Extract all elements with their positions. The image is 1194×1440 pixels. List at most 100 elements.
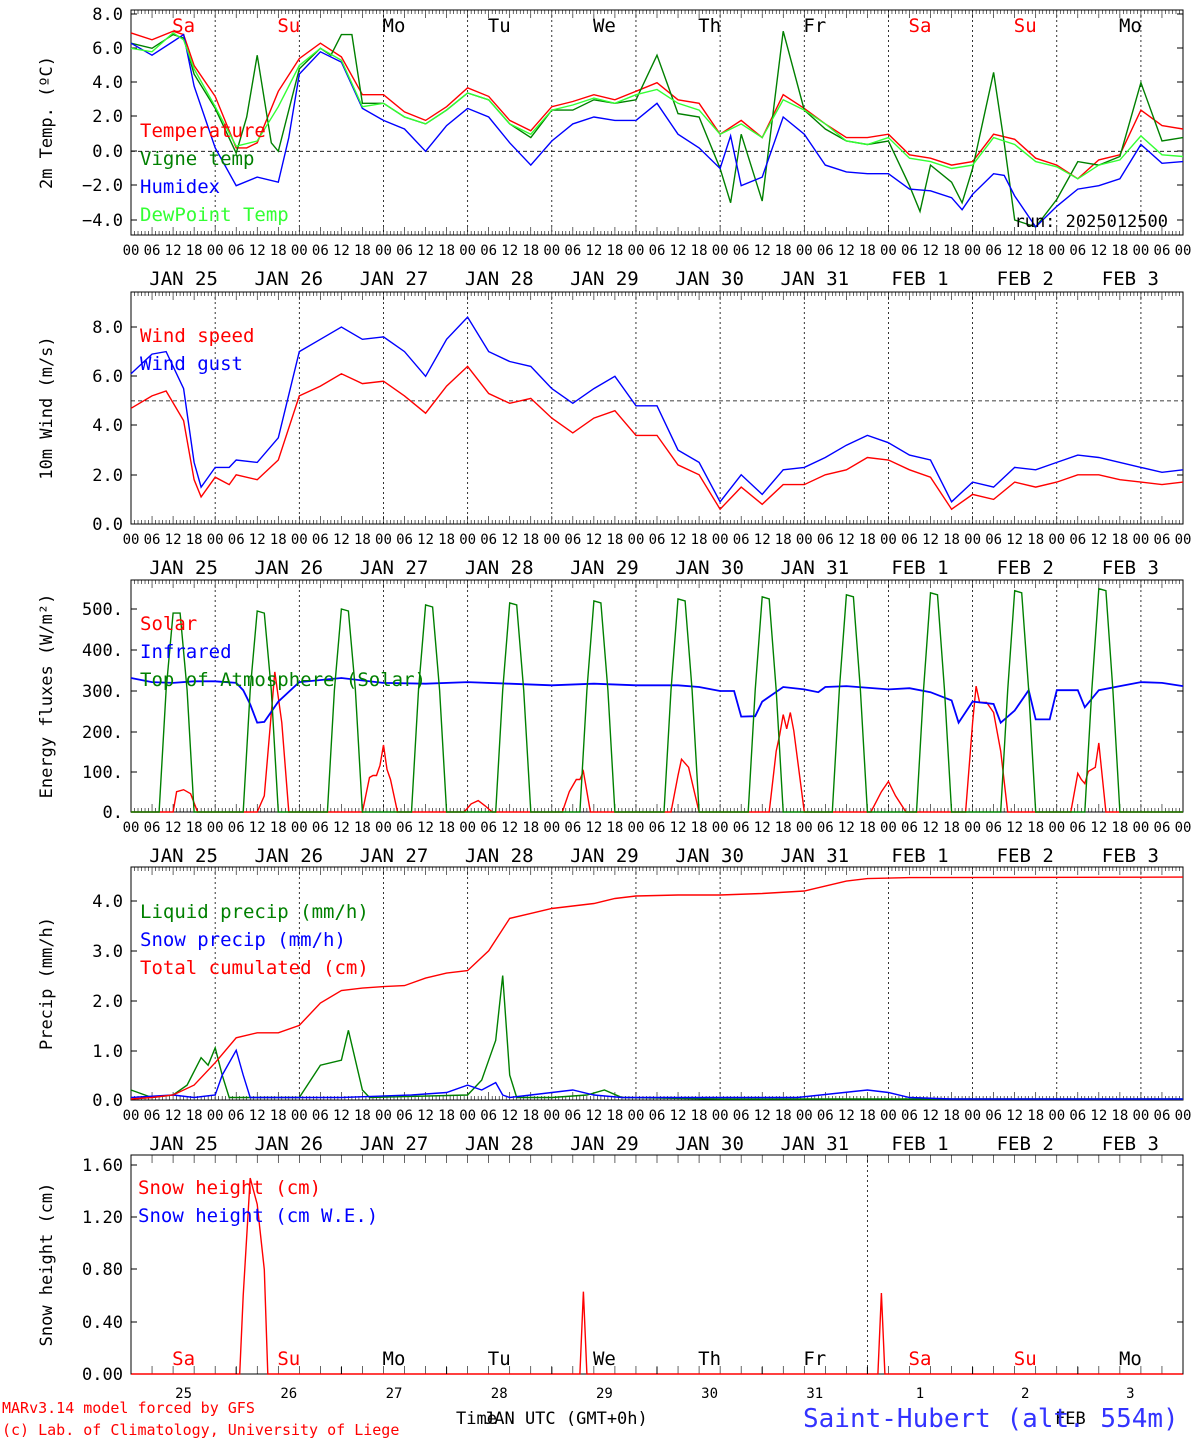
x-hour-label: 06: [564, 820, 581, 836]
x-hour-label: 18: [691, 532, 708, 548]
legend-entry: Wind gust: [140, 353, 243, 375]
x-date-label: JAN 29: [570, 268, 639, 290]
x-hour-label: 00: [1132, 243, 1149, 259]
x-hour-label: 18: [1027, 532, 1044, 548]
x-hour-label: 12: [754, 1108, 771, 1124]
plot-frame: [130, 9, 1184, 236]
x-hour-label: 00: [628, 243, 645, 259]
y-tick-label: −2.0: [82, 176, 123, 196]
x-hour-label: 00: [880, 243, 897, 259]
x-date-label: JAN 25: [149, 268, 218, 290]
x-hour-label: 12: [838, 1108, 855, 1124]
x-hour-label: 06: [649, 820, 666, 836]
x-hour-label: 00: [459, 1108, 476, 1124]
x-hour-label: 18: [943, 532, 960, 548]
x-hour-label: 00: [207, 532, 224, 548]
x-hour-label: 06: [1069, 532, 1086, 548]
x-hour-label: 00: [1048, 532, 1065, 548]
x-hour-label: 12: [1006, 1108, 1023, 1124]
series-line: [131, 671, 1183, 813]
x-date-label: JAN 25: [149, 845, 218, 867]
x-hour-label: 18: [270, 820, 287, 836]
x-hour-label: 12: [754, 532, 771, 548]
x-hour-label: 00: [1175, 1108, 1192, 1124]
x-hour-label: 00: [543, 820, 560, 836]
x-hour-label: 18: [270, 1108, 287, 1124]
x-hour-label: 06: [396, 532, 413, 548]
x-hour-label: 18: [1111, 1108, 1128, 1124]
x-hour-label: 06: [985, 532, 1002, 548]
y-tick-label: 8.0: [92, 318, 123, 338]
x-hour-label: 18: [943, 1108, 960, 1124]
legend-entry: Liquid precip (mm/h): [140, 901, 369, 923]
x-axis-time-label: Time: [456, 1409, 497, 1429]
x-hour-label: 06: [901, 820, 918, 836]
x-hour-label: 00: [880, 1108, 897, 1124]
x-hour-label: 06: [396, 1108, 413, 1124]
x-hour-label: 06: [564, 243, 581, 259]
x-hour-label: 12: [333, 820, 350, 836]
x-hour-label: 18: [1111, 532, 1128, 548]
y-tick-label: 0.40: [82, 1313, 123, 1333]
x-hour-label: 12: [838, 820, 855, 836]
x-hour-label: 00: [964, 820, 981, 836]
legend-entry: Solar: [140, 613, 197, 635]
x-hour-label: 18: [354, 820, 371, 836]
x-hour-label: 00: [712, 1108, 729, 1124]
x-hour-label: 18: [186, 243, 203, 259]
x-hour-label: 18: [775, 532, 792, 548]
x-date-label: JAN 28: [465, 557, 534, 579]
y-tick-label: 1.60: [82, 1156, 123, 1176]
x-hour-label: 18: [859, 1108, 876, 1124]
y-tick-label: 0.0: [92, 515, 123, 535]
x-hour-label: 12: [670, 820, 687, 836]
y-tick-label: 0.: [103, 803, 123, 823]
y-tick-label: 0.0: [92, 1091, 123, 1111]
x-date-label: JAN 31: [780, 268, 849, 290]
day-number-label: 2: [1021, 1386, 1029, 1402]
y-tick-label: 400.: [82, 641, 123, 661]
x-hour-label: 12: [670, 532, 687, 548]
x-hour-label: 06: [985, 820, 1002, 836]
day-number-label: 1: [916, 1386, 924, 1402]
x-hour-label: 18: [522, 243, 539, 259]
x-hour-label: 06: [480, 820, 497, 836]
weekday-label: Sa: [172, 1348, 195, 1370]
x-hour-label: 18: [606, 820, 623, 836]
x-hour-label: 00: [628, 532, 645, 548]
x-hour-label: 00: [375, 243, 392, 259]
y-tick-label: 6.0: [92, 367, 123, 387]
x-hour-label: 00: [123, 532, 140, 548]
x-date-label: JAN 29: [570, 845, 639, 867]
x-hour-label: 06: [733, 243, 750, 259]
x-hour-label: 00: [375, 532, 392, 548]
day-number-label: 27: [386, 1386, 403, 1402]
run-label: run: 2025012500: [1014, 212, 1168, 232]
x-hour-label: 06: [649, 532, 666, 548]
x-hour-label: 18: [186, 1108, 203, 1124]
weekday-label: We: [593, 1348, 616, 1370]
weekday-label: Su: [1014, 15, 1037, 37]
panel-1: 8.06.04.02.00.0−2.0−4.02m Temp. (ºC)00 06…: [37, 5, 1191, 290]
x-hour-label: 06: [312, 243, 329, 259]
x-hour-label: 12: [922, 820, 939, 836]
x-hour-label: 06: [1069, 243, 1086, 259]
y-tick-label: 2.0: [92, 107, 123, 127]
x-hour-label: 12: [249, 820, 266, 836]
weekday-label: Tu: [488, 15, 511, 37]
y-tick-label: −4.0: [82, 211, 123, 231]
x-date-label: JAN 26: [254, 845, 323, 867]
x-hour-label: 00: [1175, 820, 1192, 836]
x-hour-label: 00: [291, 532, 308, 548]
y-tick-label: 0.80: [82, 1260, 123, 1280]
series-line: [130, 975, 1183, 1100]
x-hour-label: 06: [733, 532, 750, 548]
x-hour-label: 06: [901, 1108, 918, 1124]
x-hour-label: 00: [964, 1108, 981, 1124]
x-hour-label: 06: [817, 243, 834, 259]
x-hour-label: 12: [670, 1108, 687, 1124]
weekday-label: Sa: [172, 15, 195, 37]
